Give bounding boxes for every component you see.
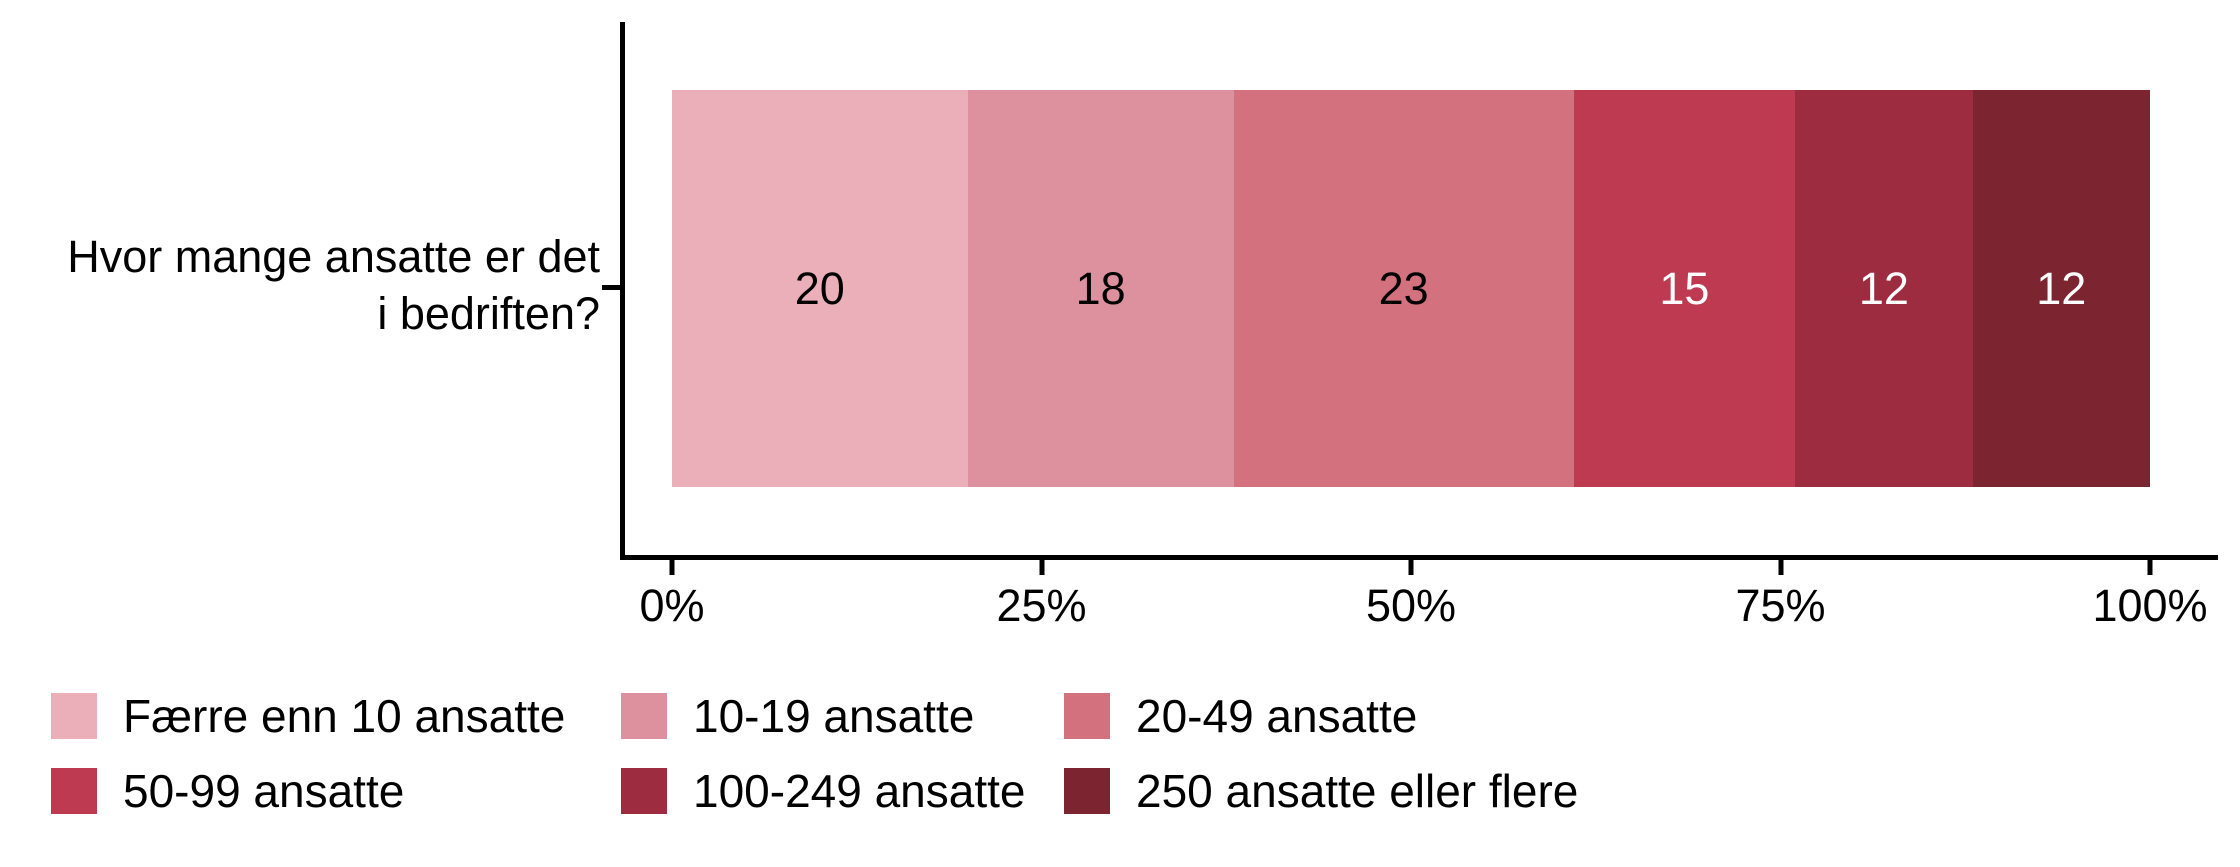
legend-swatch	[51, 693, 97, 739]
y-axis-label: Hvor mange ansatte er det i bedriften?	[0, 228, 600, 342]
bar-segment: 18	[967, 90, 1234, 487]
stacked-bar: 20 18 23 15 12 12	[672, 90, 2150, 487]
legend-label: 250 ansatte eller flere	[1136, 765, 1579, 817]
legend-swatch	[1064, 768, 1110, 814]
legend-item: 20-49 ansatte	[1064, 690, 1578, 742]
x-axis-tick-label: 75%	[1735, 580, 1826, 631]
x-axis-tick-mark	[1039, 560, 1044, 575]
y-axis-label-line1: Hvor mange ansatte er det	[67, 231, 600, 282]
legend-label: 50-99 ansatte	[123, 765, 405, 817]
legend-item: 250 ansatte eller flere	[1064, 765, 1578, 817]
bar-segment-value: 20	[794, 262, 845, 314]
x-axis-tick-label: 50%	[1365, 580, 1457, 631]
bar-segment: 20	[672, 90, 968, 487]
legend-item: 10-19 ansatte	[621, 690, 1064, 742]
x-axis-line	[620, 555, 2218, 560]
y-axis-line	[620, 22, 625, 560]
legend-swatch	[621, 768, 667, 814]
x-axis-ticks: 0% 25% 50% 75% 100%	[639, 560, 2208, 650]
legend-swatch	[1064, 693, 1110, 739]
legend-label: 10-19 ansatte	[693, 690, 975, 742]
bar-segment-value: 12	[2036, 262, 2087, 314]
bar-segment: 12	[1972, 90, 2150, 487]
bar-segment: 23	[1233, 90, 1574, 487]
x-axis-tick-mark	[1408, 560, 1414, 575]
bar-segment-value: 23	[1378, 262, 1429, 314]
bar-segment-value: 15	[1659, 262, 1710, 314]
bar-segment-value: 12	[1858, 262, 1909, 314]
legend-item: 50-99 ansatte	[51, 765, 621, 817]
y-axis-category-tick	[602, 285, 620, 290]
legend-label: Færre enn 10 ansatte	[123, 690, 566, 742]
y-axis-label-line2: i bedriften?	[377, 288, 600, 339]
x-axis-tick-mark	[2147, 560, 2153, 575]
x-axis-tick-label: 100%	[2092, 580, 2208, 631]
x-axis-tick-label: 0%	[639, 580, 705, 631]
bar-segment: 15	[1573, 90, 1796, 487]
x-axis-tick-mark	[1778, 560, 1783, 575]
legend-swatch	[621, 693, 667, 739]
bar-segment: 12	[1795, 90, 1973, 487]
legend: Færre enn 10 ansatte 10-19 ansatte 20-49 a…	[51, 690, 1578, 817]
legend-label: 100-249 ansatte	[693, 765, 1026, 817]
bar-segment-value: 18	[1075, 262, 1126, 314]
legend-item: Færre enn 10 ansatte	[51, 690, 621, 742]
legend-label: 20-49 ansatte	[1136, 690, 1418, 742]
legend-item: 100-249 ansatte	[621, 765, 1064, 817]
x-axis-tick-label: 25%	[996, 580, 1087, 631]
x-axis-tick-mark	[669, 560, 675, 575]
legend-swatch	[51, 768, 97, 814]
